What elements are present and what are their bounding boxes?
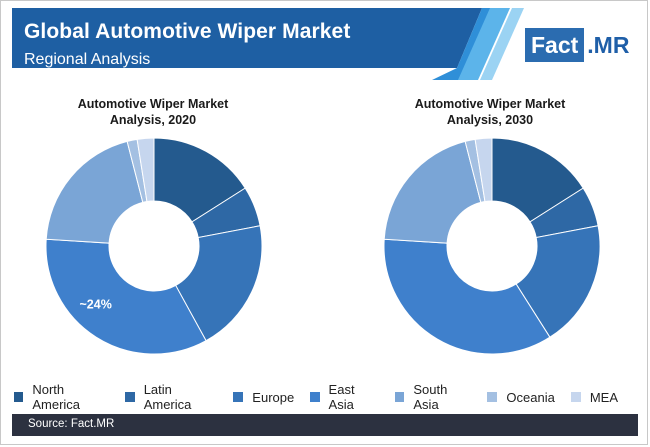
- legend-label: Oceania: [506, 389, 555, 405]
- slice-mea: [136, 137, 155, 203]
- slice-east-asia: [383, 238, 551, 355]
- chart-title-2020: Automotive Wiper Market Analysis, 2020: [53, 96, 253, 128]
- legend-label: East Asia: [328, 382, 355, 412]
- header-banner: Global Automotive Wiper Market Regional …: [12, 8, 638, 80]
- legend-item-east-asia: East Asia: [310, 382, 379, 412]
- slice-east-asia: [45, 238, 207, 355]
- header-stripe-3: [480, 8, 524, 80]
- legend-item-mea: MEA: [570, 389, 618, 405]
- legend-item-europe: Europe: [233, 390, 294, 405]
- source-note: Source: Fact.MR: [28, 418, 115, 430]
- donut-chart-2030: [383, 137, 601, 355]
- legend-item-latin-america: Latin America: [125, 382, 217, 412]
- page-title: Global Automotive Wiper Market: [24, 20, 351, 43]
- header-graphic: [12, 8, 524, 80]
- chart-title-2020-line1: Automotive Wiper Market: [77, 97, 229, 111]
- legend-label: Europe: [252, 389, 295, 405]
- legend-label: North America: [32, 382, 81, 412]
- legend-label: MEA: [589, 389, 618, 405]
- legend-swatch: [125, 392, 135, 402]
- header-title-band: [12, 8, 482, 68]
- chart-legend: North America Latin America Europe East Asi…: [14, 382, 634, 412]
- chart-title-2020-line2: Analysis, 2020: [109, 113, 197, 127]
- legend-swatch: [233, 392, 244, 402]
- slice-europe: [515, 225, 601, 338]
- chart-title-2030: Automotive Wiper Market Analysis, 2030: [390, 96, 590, 128]
- legend-swatch: [487, 392, 498, 402]
- legend-swatch: [14, 392, 24, 402]
- chart-title-2030-line1: Automotive Wiper Market: [414, 97, 566, 111]
- legend-item-oceania: Oceania: [487, 389, 555, 405]
- legend-swatch: [395, 392, 405, 402]
- legend-swatch: [570, 392, 581, 402]
- slice-annotation-label: ~24%: [79, 297, 111, 311]
- slice-south-asia: [383, 140, 482, 244]
- header-stripe-2: [458, 8, 510, 80]
- slice-europe: [175, 225, 263, 342]
- logo-suffix-text: .MR: [587, 31, 630, 58]
- factmr-logo: Fact .MR: [525, 28, 629, 62]
- slice-south-asia: [45, 140, 144, 244]
- footer-bar: Source: Fact.MR: [12, 414, 638, 436]
- legend-item-north-america: North America: [14, 382, 109, 412]
- donut-chart-2020: ~24%: [45, 137, 263, 355]
- legend-swatch: [310, 392, 320, 402]
- legend-label: South Asia: [413, 382, 448, 412]
- logo-main-text: Fact: [525, 28, 585, 62]
- slice-mea: [474, 137, 493, 203]
- chart-title-2030-line2: Analysis, 2030: [446, 113, 534, 127]
- page-subtitle: Regional Analysis: [24, 51, 151, 68]
- legend-label: Latin America: [143, 382, 192, 412]
- legend-item-south-asia: South Asia: [395, 382, 471, 412]
